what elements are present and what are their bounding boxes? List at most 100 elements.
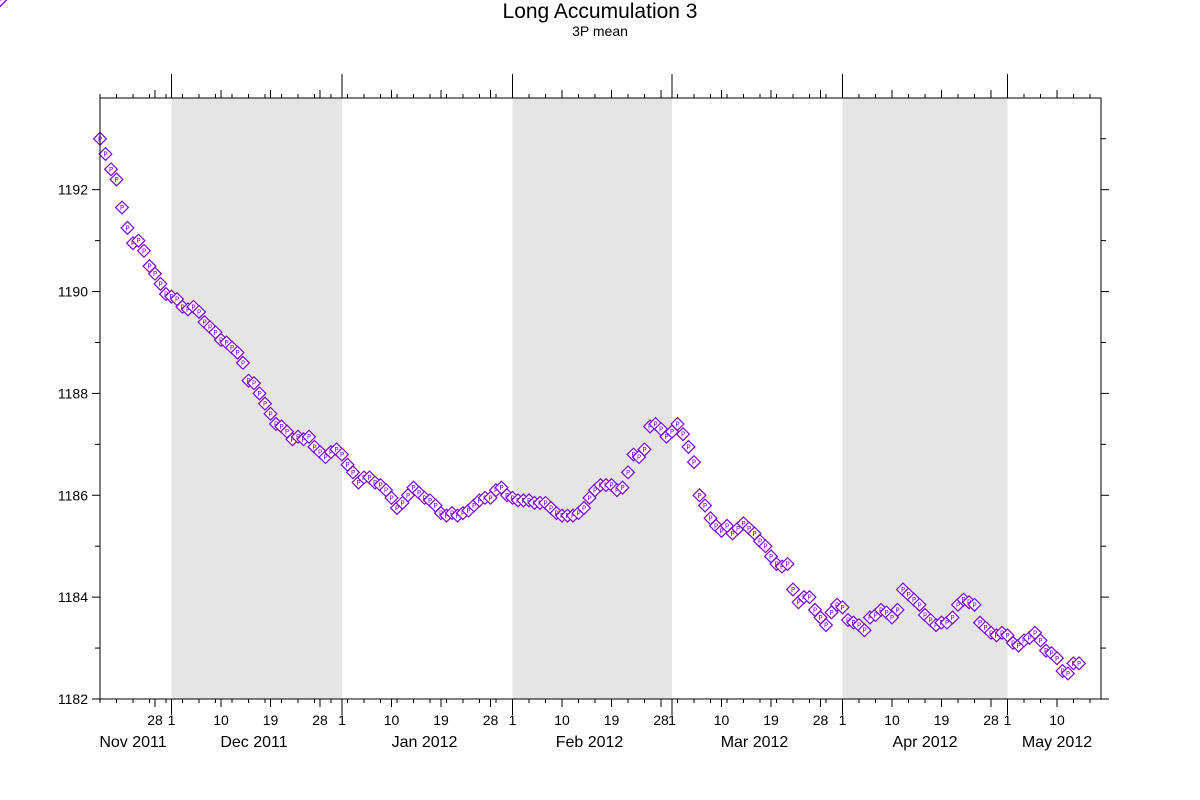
data-point-letter: P: [191, 303, 195, 311]
data-point-marker: [384, 490, 399, 506]
data-point-letter: P: [417, 489, 421, 497]
data-point-marker: [1071, 656, 1087, 671]
data-point-letter: P: [593, 487, 597, 495]
x-tick-label: 19: [433, 712, 449, 728]
data-point-letter: P: [846, 617, 850, 625]
data-point-letter: P: [109, 166, 113, 174]
y-tick-label: 1186: [58, 487, 88, 503]
data-point: P: [246, 376, 262, 391]
data-point-marker: [620, 465, 636, 480]
data-point-letter: P: [659, 426, 663, 434]
data-point-letter: P: [1000, 629, 1004, 637]
data-point-letter: P: [323, 454, 327, 462]
data-point-letter: P: [351, 469, 355, 477]
x-tick-label: 19: [934, 712, 950, 728]
data-point-letter: P: [945, 619, 949, 627]
data-point-letter: P: [1016, 642, 1020, 650]
data-point: P: [912, 597, 927, 612]
data-point-letter: P: [961, 596, 965, 604]
data-point-letter: P: [576, 510, 580, 518]
data-point-marker: [334, 447, 350, 462]
data-point-letter: P: [257, 390, 261, 398]
data-point-letter: P: [1038, 637, 1042, 645]
data-point: P: [1060, 666, 1076, 681]
plot-frame: [99, 97, 1102, 700]
data-point: P: [758, 538, 773, 554]
data-point-letter: P: [466, 507, 470, 515]
data-point-letter: P: [862, 627, 866, 635]
data-point-letter: P: [274, 420, 278, 428]
shaded-months: [171, 98, 1008, 699]
x-tick-label: 1: [839, 712, 847, 728]
data-point: P: [109, 172, 124, 187]
data-point-letter: P: [252, 380, 256, 388]
data-point-letter: P: [307, 433, 311, 441]
data-point-letter: P: [340, 451, 344, 459]
data-point-marker: [890, 602, 905, 618]
data-point: P: [263, 406, 278, 421]
data-point-letter: P: [488, 494, 492, 502]
x-tick-label: 19: [763, 712, 779, 728]
x-tick-label: 1: [668, 712, 676, 728]
data-point-letter: P: [455, 512, 459, 520]
data-point-letter: P: [879, 606, 883, 614]
data-point-marker: [252, 386, 267, 401]
data-point-letter: P: [510, 494, 514, 502]
data-point-letter: P: [439, 510, 443, 518]
data-point-letter: P: [1044, 647, 1048, 655]
data-point-letter: P: [334, 446, 338, 454]
month-label: Feb 2012: [556, 734, 624, 751]
data-point-letter: P: [131, 240, 135, 248]
data-point-letter: P: [653, 420, 657, 428]
data-point-letter: P: [0, 0, 2, 5]
data-point: P: [345, 465, 361, 480]
data-point-letter: P: [934, 622, 938, 630]
data-point: P: [967, 597, 982, 612]
data-point: P: [857, 623, 872, 638]
data-point-letter: P: [268, 410, 272, 418]
data-point-letter: P: [670, 428, 674, 436]
data-point-letter: P: [125, 224, 129, 232]
data-point: P: [576, 500, 592, 516]
data-point-letter: P: [461, 510, 465, 518]
data-point-letter: P: [818, 614, 822, 622]
data-point-marker: [576, 500, 592, 516]
data-point-letter: P: [972, 601, 976, 609]
data-point-letter: P: [142, 247, 146, 255]
data-point-letter: P: [708, 515, 712, 523]
y-tick-label: 1182: [58, 691, 88, 707]
data-point-marker: [912, 597, 927, 612]
shaded-month-band: [171, 98, 342, 699]
data-point-letter: P: [631, 451, 635, 459]
data-point: P: [1049, 651, 1065, 666]
data-point-letter: P: [906, 591, 910, 599]
data-point: P: [334, 447, 350, 462]
data-point: P: [780, 556, 795, 572]
x-tick-label: 19: [604, 712, 620, 728]
data-point-marker: [114, 200, 130, 215]
x-tick-label: 28: [147, 712, 163, 728]
data-point-marker: [835, 600, 850, 615]
data-point-letter: P: [884, 609, 888, 617]
data-point-letter: P: [664, 433, 668, 441]
data-point-letter: P: [686, 443, 690, 451]
data-point-letter: P: [763, 543, 767, 551]
data-point-marker: [857, 623, 872, 638]
data-point: P: [98, 146, 113, 162]
shaded-month-band: [512, 98, 672, 699]
data-point-letter: P: [356, 479, 360, 487]
data-point-letter: P: [285, 428, 289, 436]
data-point-letter: P: [989, 629, 993, 637]
data-point-letter: P: [626, 469, 630, 477]
data-point-marker: [675, 426, 691, 442]
data-point-letter: P: [780, 563, 784, 571]
data-point-marker: [686, 454, 702, 470]
data-point: P: [257, 396, 273, 411]
x-tick-label: 28: [813, 712, 829, 728]
data-point-letter: P: [158, 280, 162, 288]
data-point-marker: [109, 172, 124, 187]
chart-subtitle: 3P mean: [572, 23, 628, 39]
data-point-letter: P: [769, 553, 773, 561]
data-point-letter: P: [422, 494, 426, 502]
data-point-letter: P: [609, 482, 613, 490]
